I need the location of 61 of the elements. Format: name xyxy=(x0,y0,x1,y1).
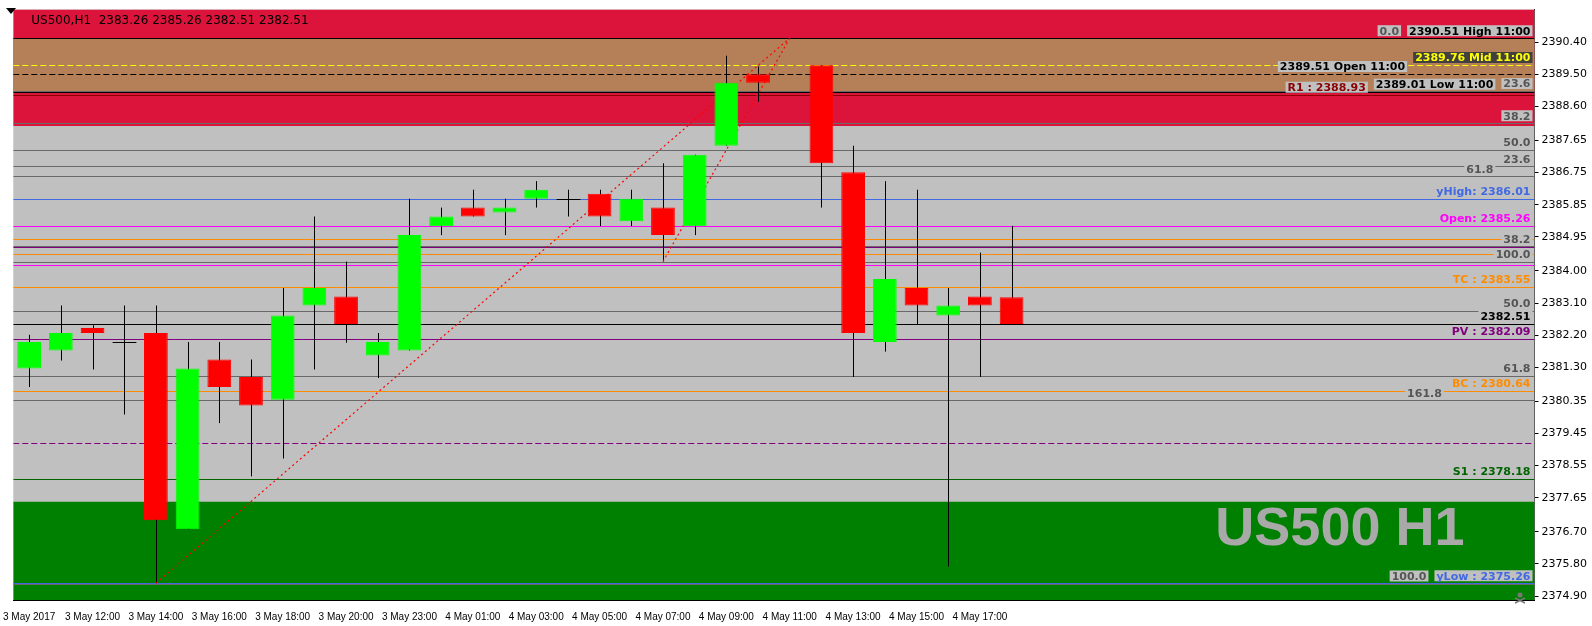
ref-line-label: Open: 2385.26 xyxy=(1439,212,1531,226)
ref-line-label: PV : 2382.09 xyxy=(1451,325,1531,339)
y-tick-label: 2379.45 xyxy=(1541,426,1588,440)
ref-line-label: 2389.01 Low 11:00 xyxy=(1375,78,1494,92)
y-tick-label: 2376.70 xyxy=(1541,524,1588,538)
y-tick-label: 2384.00 xyxy=(1541,263,1588,277)
ref-line-label: 2389.51 Open 11:00 xyxy=(1279,60,1406,74)
y-tick-label: 2388.60 xyxy=(1541,99,1588,113)
annotation: 23.6 xyxy=(1503,152,1531,166)
annotation: 0.0 xyxy=(1379,24,1400,38)
ref-line-label: R1 : 2388.93 xyxy=(1287,81,1366,95)
y-tick-label: 2377.65 xyxy=(1541,490,1588,504)
x-tick-label: 3 May 2017 xyxy=(3,610,56,622)
annotation: US500 H1 xyxy=(1215,496,1465,556)
ref-line-label: 2390.51 High 11:00 xyxy=(1409,24,1531,38)
annotation: 23.6 xyxy=(1503,77,1531,91)
ref-line-label: yLow : 2375.26 xyxy=(1436,569,1531,583)
x-tick-label: 4 May 05:00 xyxy=(572,610,628,622)
x-tick-label: 4 May 09:00 xyxy=(698,610,755,622)
annotation: 38.2 xyxy=(1503,232,1531,246)
x-tick-label: 3 May 16:00 xyxy=(191,610,248,622)
y-tick-label: 2382.20 xyxy=(1541,328,1588,342)
annotation: 100.0 xyxy=(1495,247,1531,261)
ref-line-label: TC : 2383.55 xyxy=(1452,273,1531,287)
x-tick-label: 3 May 20:00 xyxy=(318,610,374,622)
annotation: 50.0 xyxy=(1503,136,1531,150)
ref-line-label: yHigh: 2386.01 xyxy=(1436,185,1531,199)
y-tick-label: 2387.65 xyxy=(1541,133,1588,147)
x-tick-label: 4 May 17:00 xyxy=(952,610,1008,622)
annotation: 38.2 xyxy=(1503,109,1531,123)
x-tick-label: 3 May 14:00 xyxy=(128,610,184,622)
ref-line-label: 2382.51 xyxy=(1480,310,1531,324)
ref-line-label: 2389.76 Mid 11:00 xyxy=(1415,51,1531,65)
x-tick-label: 3 May 18:00 xyxy=(255,610,311,622)
y-tick-label: 2378.55 xyxy=(1541,458,1588,472)
y-tick-label: 2385.85 xyxy=(1541,197,1588,211)
x-tick-label: 4 May 15:00 xyxy=(888,610,945,622)
ref-line-label: BC : 2380.64 xyxy=(1451,377,1531,391)
y-tick-label: 2386.75 xyxy=(1541,165,1588,179)
x-tick-label: 4 May 07:00 xyxy=(635,610,691,622)
annotation: 50.0 xyxy=(1503,297,1531,311)
x-tick-label: 3 May 12:00 xyxy=(64,610,121,622)
x-tick-label: 3 May 23:00 xyxy=(381,610,438,622)
chart-title: US500,H1 2383.26 2385.26 2382.51 2382.51 xyxy=(31,12,309,27)
y-tick-label: 2380.35 xyxy=(1541,394,1588,408)
x-tick-label: 4 May 11:00 xyxy=(762,610,818,622)
y-tick-label: 2389.50 xyxy=(1541,67,1588,81)
ref-line-label: S1 : 2378.18 xyxy=(1452,465,1531,479)
x-tick-label: 4 May 13:00 xyxy=(825,610,882,622)
y-tick-label: 2375.80 xyxy=(1541,556,1588,570)
y-tick-label: 2383.10 xyxy=(1541,295,1588,309)
y-tick-label: 2390.40 xyxy=(1541,34,1588,48)
y-tick-label: 2384.95 xyxy=(1541,229,1588,243)
annotation: 61.8 xyxy=(1503,361,1531,375)
y-tick-label: 2381.30 xyxy=(1541,360,1588,374)
y-tick-label: 2374.90 xyxy=(1541,588,1588,602)
annotation: 161.8 xyxy=(1407,386,1442,400)
annotation: 100.0 xyxy=(1391,569,1427,583)
x-tick-label: 4 May 01:00 xyxy=(445,610,501,622)
x-tick-label: 4 May 03:00 xyxy=(508,610,565,622)
annotation: 61.8 xyxy=(1466,162,1494,176)
